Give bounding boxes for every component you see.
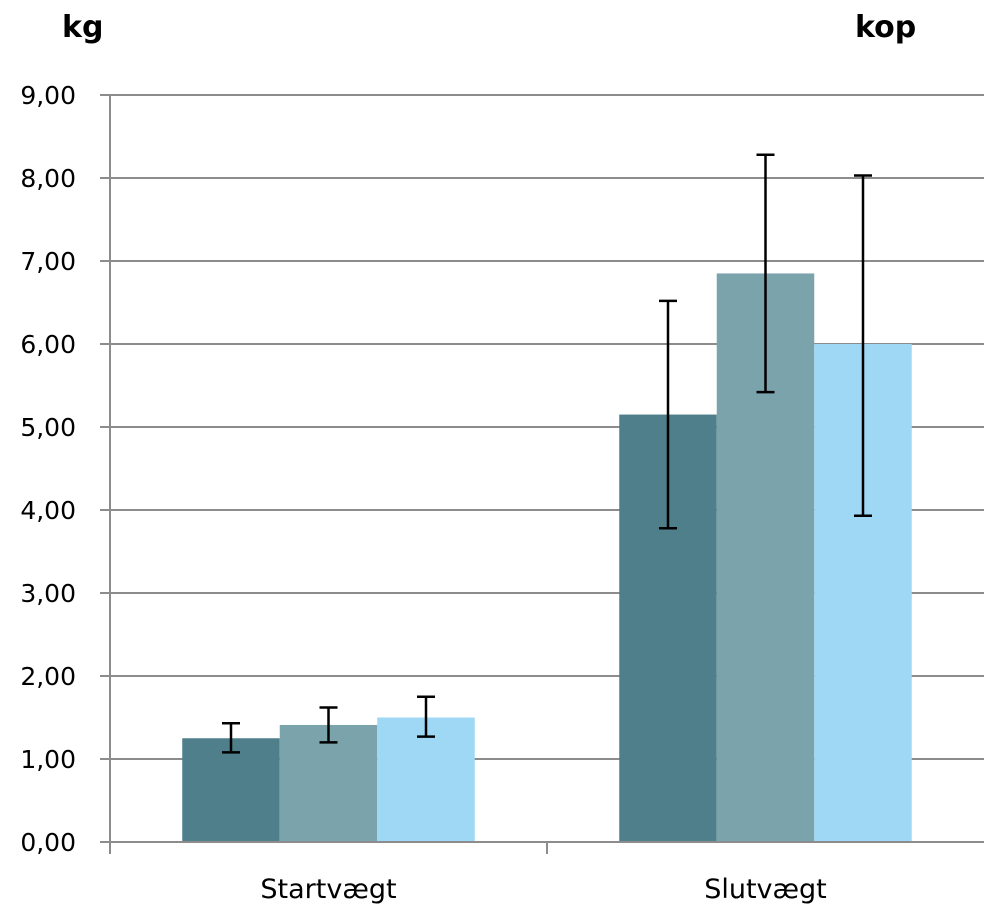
bar (182, 738, 280, 842)
bar (279, 724, 378, 842)
y-tick-label: 9,00 (20, 81, 76, 110)
y-tick-label: 4,00 (20, 496, 76, 525)
x-category-label: Slutvægt (704, 874, 827, 904)
y-tick-label: 2,00 (20, 662, 76, 691)
bars (182, 273, 912, 842)
error-bars (222, 153, 872, 754)
x-category-labels: Startvægt Slutvægt (260, 874, 826, 904)
y-tick-label: 6,00 (20, 330, 76, 359)
y-tick-label: 0,00 (20, 828, 76, 857)
y-tick-label: 7,00 (20, 247, 76, 276)
y-tick-label: 1,00 (20, 745, 76, 774)
y-tick-label: 3,00 (20, 579, 76, 608)
axes (100, 94, 984, 854)
y-tick-labels: 0,00 1,00 2,00 3,00 4,00 5,00 6,00 7,00 8,00 9,00 (20, 81, 76, 857)
bar (377, 717, 475, 842)
chart-title: kop (855, 10, 917, 45)
y-tick-label: 8,00 (20, 164, 76, 193)
y-axis-unit-label: kg (62, 10, 104, 45)
y-tick-label: 5,00 (20, 413, 76, 442)
x-category-label: Startvægt (260, 874, 396, 904)
